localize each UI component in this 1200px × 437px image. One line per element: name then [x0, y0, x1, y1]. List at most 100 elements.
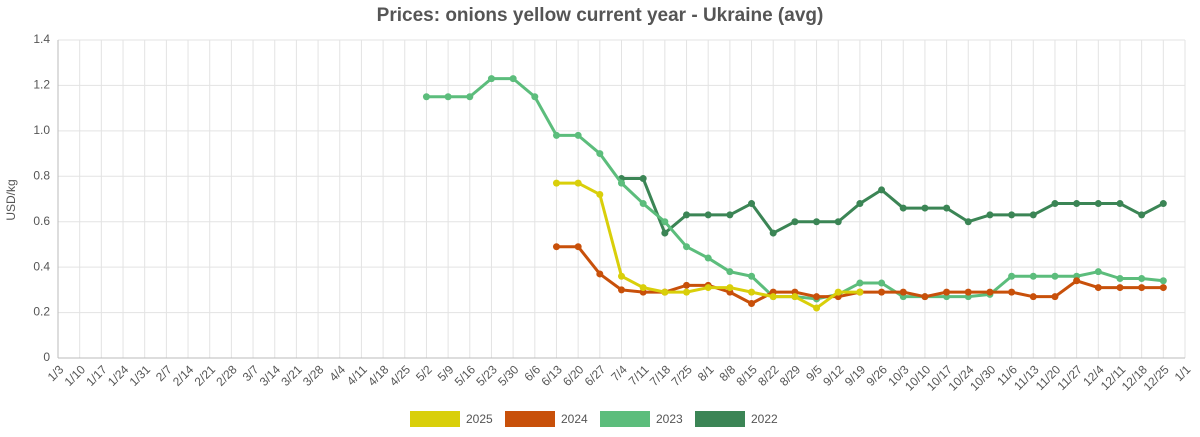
x-tick-label: 4/4	[326, 362, 348, 384]
data-point	[531, 93, 539, 101]
data-point	[791, 218, 799, 226]
x-tick-label: 6/27	[582, 362, 609, 389]
data-point	[618, 286, 625, 294]
data-point	[813, 218, 821, 226]
x-tick-label: 8/22	[755, 362, 782, 389]
y-tick-label: 0.6	[33, 214, 50, 228]
y-tick-label: 1.4	[33, 32, 50, 46]
x-tick-label: 7/18	[647, 362, 674, 389]
data-point	[596, 150, 604, 158]
data-point	[878, 186, 886, 194]
data-point	[726, 211, 734, 219]
x-tick-label: 6/20	[560, 362, 587, 389]
data-point	[1138, 211, 1146, 219]
x-tick-label: 5/16	[452, 362, 479, 389]
x-tick-label: 2/21	[192, 362, 219, 389]
data-point	[1159, 277, 1167, 285]
data-point	[1029, 272, 1037, 280]
data-point	[856, 288, 864, 296]
data-point	[1051, 293, 1059, 301]
data-point	[748, 200, 756, 208]
data-point	[574, 131, 582, 139]
data-point	[574, 179, 582, 187]
x-tick-label: 8/29	[777, 362, 804, 389]
data-point	[986, 211, 994, 219]
x-tick-label: 3/28	[300, 362, 327, 389]
x-tick-label: 1/24	[105, 362, 132, 389]
data-point	[683, 281, 691, 289]
data-point	[1138, 284, 1146, 292]
data-point	[596, 270, 604, 278]
data-point	[1051, 272, 1059, 280]
data-point	[748, 272, 756, 280]
data-point	[943, 288, 951, 296]
data-point	[596, 190, 604, 198]
data-point	[509, 75, 517, 83]
data-point	[856, 200, 864, 208]
data-point	[921, 293, 929, 301]
data-point	[487, 75, 495, 83]
x-tick-label: 2/14	[170, 362, 197, 389]
data-point	[661, 229, 669, 237]
data-point	[834, 218, 842, 226]
x-tick-label: 6/13	[538, 362, 565, 389]
legend-label: 2023	[656, 412, 683, 426]
x-tick-label: 9/19	[842, 362, 869, 389]
data-point	[921, 204, 929, 212]
legend-swatch	[600, 411, 650, 427]
data-point	[574, 243, 582, 251]
x-tick-label: 7/11	[626, 362, 652, 388]
data-point	[1138, 275, 1146, 282]
data-point	[1029, 211, 1037, 219]
data-point	[683, 211, 691, 219]
legend-swatch	[695, 411, 745, 427]
data-point	[1029, 293, 1037, 301]
legend-label: 2024	[561, 412, 588, 426]
y-tick-label: 1.2	[33, 78, 50, 92]
data-point	[899, 288, 907, 296]
data-point	[726, 268, 734, 276]
data-point	[444, 93, 452, 101]
legend-label: 2025	[466, 412, 493, 426]
data-point	[1094, 200, 1102, 208]
data-point	[748, 299, 756, 307]
y-axis-label: USD/kg	[4, 179, 18, 220]
data-point	[1159, 284, 1167, 292]
data-point	[1008, 211, 1016, 219]
data-point	[683, 243, 691, 251]
x-tick-label: 4/18	[365, 362, 392, 389]
data-point	[661, 218, 669, 226]
data-point	[618, 272, 625, 280]
data-point	[422, 93, 430, 101]
data-point	[986, 288, 994, 296]
data-point	[1094, 284, 1102, 292]
x-tick-label: 1/1	[1172, 362, 1194, 384]
y-tick-label: 1.0	[33, 123, 50, 137]
data-point	[769, 293, 777, 301]
x-tick-label: 12/25	[1141, 362, 1172, 393]
data-point	[791, 293, 799, 301]
legend-swatch	[410, 411, 460, 427]
data-point	[964, 218, 972, 226]
x-tick-label: 7/25	[668, 362, 695, 389]
x-tick-label: 3/21	[278, 362, 305, 389]
data-point	[704, 284, 712, 292]
data-point	[704, 211, 712, 219]
data-point	[661, 288, 669, 296]
x-tick-label: 1/17	[83, 362, 110, 389]
x-tick-label: 5/30	[495, 362, 522, 389]
data-point	[813, 293, 821, 301]
x-tick-label: 2/28	[213, 362, 240, 389]
data-point	[748, 288, 756, 296]
data-point	[1116, 284, 1124, 292]
data-point	[466, 93, 474, 101]
y-tick-label: 0.4	[33, 259, 50, 273]
y-tick-label: 0.8	[33, 168, 50, 182]
data-point	[726, 284, 734, 292]
x-tick-label: 4/25	[387, 362, 414, 389]
y-tick-label: 0.2	[33, 305, 50, 319]
data-point	[552, 179, 560, 187]
data-point	[1116, 275, 1124, 282]
data-point	[1073, 277, 1081, 285]
